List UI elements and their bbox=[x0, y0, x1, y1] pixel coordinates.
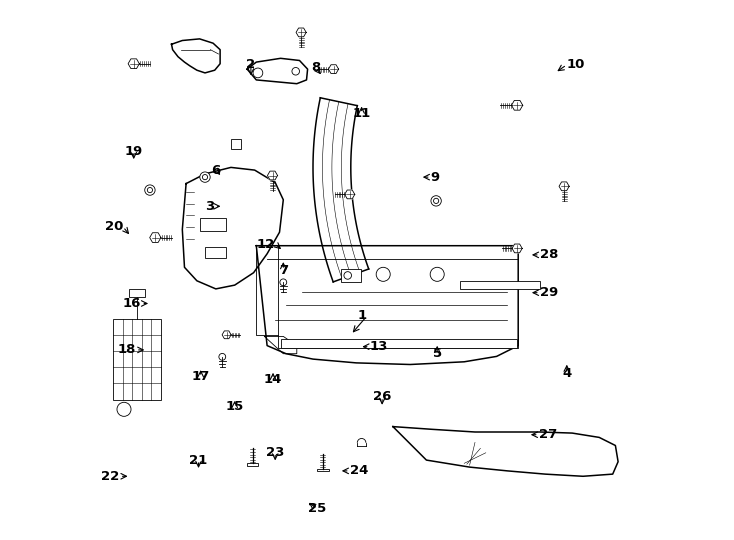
Text: 22: 22 bbox=[101, 470, 120, 483]
Text: 25: 25 bbox=[308, 502, 327, 515]
Circle shape bbox=[292, 68, 299, 75]
Text: 7: 7 bbox=[279, 264, 288, 276]
Text: 1: 1 bbox=[358, 309, 367, 322]
Polygon shape bbox=[512, 100, 523, 110]
Bar bbox=[200, 218, 225, 231]
Text: 17: 17 bbox=[192, 370, 210, 383]
Circle shape bbox=[253, 68, 263, 78]
Text: 11: 11 bbox=[352, 107, 371, 120]
Text: 8: 8 bbox=[311, 61, 320, 74]
Text: 10: 10 bbox=[567, 58, 585, 71]
Bar bbox=[113, 319, 161, 400]
Polygon shape bbox=[329, 65, 338, 73]
Text: 13: 13 bbox=[370, 340, 388, 353]
Polygon shape bbox=[296, 28, 306, 37]
Text: 20: 20 bbox=[104, 220, 123, 233]
Bar bbox=[280, 339, 517, 348]
Circle shape bbox=[431, 195, 441, 206]
Bar bbox=[129, 289, 145, 297]
Bar bbox=[460, 281, 539, 289]
Polygon shape bbox=[512, 244, 522, 253]
Circle shape bbox=[377, 267, 390, 281]
Circle shape bbox=[430, 267, 444, 281]
Bar bbox=[231, 139, 241, 148]
Text: 12: 12 bbox=[257, 238, 275, 251]
Text: 5: 5 bbox=[432, 347, 442, 360]
Text: 27: 27 bbox=[539, 428, 557, 441]
Polygon shape bbox=[247, 58, 308, 84]
Polygon shape bbox=[182, 167, 283, 289]
Circle shape bbox=[200, 172, 210, 183]
Polygon shape bbox=[128, 59, 139, 69]
Text: 29: 29 bbox=[539, 286, 558, 299]
Polygon shape bbox=[267, 171, 277, 180]
Text: 24: 24 bbox=[349, 464, 368, 477]
Text: 15: 15 bbox=[225, 400, 244, 413]
Text: 9: 9 bbox=[431, 171, 440, 184]
Polygon shape bbox=[150, 233, 161, 242]
Bar bbox=[317, 469, 329, 471]
Circle shape bbox=[434, 198, 439, 204]
Bar bbox=[247, 463, 258, 466]
Bar bbox=[341, 269, 360, 282]
Polygon shape bbox=[313, 98, 368, 282]
Polygon shape bbox=[559, 182, 569, 191]
Text: 4: 4 bbox=[562, 367, 572, 380]
Text: 16: 16 bbox=[123, 297, 141, 310]
Circle shape bbox=[148, 187, 153, 193]
Circle shape bbox=[280, 279, 287, 286]
Circle shape bbox=[344, 272, 352, 279]
Bar bbox=[205, 247, 225, 258]
Text: 6: 6 bbox=[211, 164, 220, 177]
Text: 19: 19 bbox=[125, 145, 143, 158]
Circle shape bbox=[117, 402, 131, 416]
Polygon shape bbox=[172, 39, 220, 73]
Polygon shape bbox=[345, 190, 355, 199]
Text: 21: 21 bbox=[189, 454, 208, 467]
Circle shape bbox=[219, 354, 225, 360]
Text: 28: 28 bbox=[539, 248, 558, 261]
Circle shape bbox=[145, 185, 155, 195]
Text: 14: 14 bbox=[264, 373, 283, 386]
Text: 3: 3 bbox=[206, 200, 215, 213]
Polygon shape bbox=[256, 246, 518, 364]
Text: 23: 23 bbox=[266, 446, 284, 459]
Text: 18: 18 bbox=[117, 343, 136, 356]
Polygon shape bbox=[393, 427, 618, 476]
Polygon shape bbox=[222, 331, 231, 339]
Circle shape bbox=[203, 174, 208, 180]
Text: 2: 2 bbox=[247, 58, 255, 71]
Text: 26: 26 bbox=[373, 390, 391, 403]
